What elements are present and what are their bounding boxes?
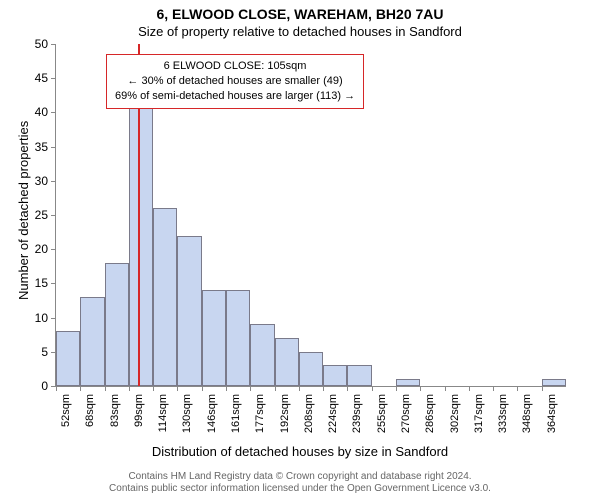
histogram-bar: [177, 236, 201, 386]
y-tick-label: 30: [35, 174, 48, 188]
x-tick-label: 177sqm: [254, 394, 266, 433]
y-tick-label: 25: [35, 208, 48, 222]
x-tick-label: 224sqm: [327, 394, 339, 433]
histogram-bar: [347, 365, 371, 386]
histogram-bar: [396, 379, 420, 386]
x-tick: [347, 386, 348, 391]
x-tick-label: 146sqm: [206, 394, 218, 433]
footer-attribution: Contains HM Land Registry data © Crown c…: [0, 471, 600, 495]
x-tick: [250, 386, 251, 391]
y-axis-label: Number of detached properties: [16, 121, 31, 300]
chart-title-sub: Size of property relative to detached ho…: [0, 24, 600, 39]
histogram-bar: [323, 365, 347, 386]
x-tick: [299, 386, 300, 391]
x-tick-label: 83sqm: [109, 394, 121, 427]
histogram-bar: [105, 263, 129, 386]
x-tick: [323, 386, 324, 391]
histogram-bar: [202, 290, 226, 386]
x-tick: [226, 386, 227, 391]
x-tick: [493, 386, 494, 391]
histogram-bar: [56, 331, 80, 386]
x-tick-label: 333sqm: [497, 394, 509, 433]
x-tick-label: 286sqm: [424, 394, 436, 433]
histogram-bar: [153, 208, 177, 386]
y-tick-label: 50: [35, 37, 48, 51]
histogram-bar: [275, 338, 299, 386]
x-tick-label: 161sqm: [230, 394, 242, 433]
y-tick: [51, 44, 56, 45]
chart-plot-area: 0510152025303540455052sqm68sqm83sqm99sqm…: [55, 44, 566, 387]
x-tick: [372, 386, 373, 391]
annotation-line-2: ← 30% of detached houses are smaller (49…: [115, 74, 355, 89]
y-tick: [51, 78, 56, 79]
histogram-bar: [80, 297, 104, 386]
x-tick-label: 302sqm: [449, 394, 461, 433]
x-tick: [153, 386, 154, 391]
histogram-bar: [129, 106, 153, 386]
x-tick: [129, 386, 130, 391]
x-tick: [177, 386, 178, 391]
x-tick: [445, 386, 446, 391]
x-tick-label: 52sqm: [60, 394, 72, 427]
x-tick: [469, 386, 470, 391]
x-tick: [420, 386, 421, 391]
y-tick: [51, 318, 56, 319]
histogram-bar: [250, 324, 274, 386]
x-tick: [542, 386, 543, 391]
y-tick-label: 5: [41, 345, 48, 359]
y-tick-label: 35: [35, 140, 48, 154]
x-tick-label: 317sqm: [473, 394, 485, 433]
y-tick: [51, 249, 56, 250]
x-axis-label: Distribution of detached houses by size …: [0, 444, 600, 459]
x-tick: [396, 386, 397, 391]
y-tick: [51, 352, 56, 353]
histogram-bar: [542, 379, 566, 386]
y-tick-label: 10: [35, 311, 48, 325]
x-tick: [105, 386, 106, 391]
y-tick: [51, 147, 56, 148]
x-tick-label: 364sqm: [546, 394, 558, 433]
chart-title-main: 6, ELWOOD CLOSE, WAREHAM, BH20 7AU: [0, 6, 600, 22]
x-tick-label: 270sqm: [400, 394, 412, 433]
y-tick-label: 20: [35, 242, 48, 256]
x-tick-label: 68sqm: [84, 394, 96, 427]
x-tick-label: 192sqm: [279, 394, 291, 433]
annotation-box: 6 ELWOOD CLOSE: 105sqm← 30% of detached …: [106, 54, 364, 109]
x-tick-label: 114sqm: [157, 394, 169, 432]
x-tick: [275, 386, 276, 391]
x-tick-label: 255sqm: [376, 394, 388, 433]
y-tick-label: 40: [35, 105, 48, 119]
footer-line-2: Contains public sector information licen…: [0, 483, 600, 495]
annotation-line-3: 69% of semi-detached houses are larger (…: [115, 89, 355, 104]
y-tick-label: 45: [35, 71, 48, 85]
y-tick-label: 0: [41, 379, 48, 393]
x-tick: [56, 386, 57, 391]
footer-line-1: Contains HM Land Registry data © Crown c…: [0, 471, 600, 483]
y-tick: [51, 283, 56, 284]
x-tick-label: 239sqm: [351, 394, 363, 433]
x-tick-label: 99sqm: [133, 394, 145, 427]
x-tick-label: 348sqm: [521, 394, 533, 433]
x-tick: [517, 386, 518, 391]
x-tick: [202, 386, 203, 391]
x-tick-label: 208sqm: [303, 394, 315, 433]
x-tick-label: 130sqm: [181, 394, 193, 433]
y-tick: [51, 112, 56, 113]
histogram-bar: [226, 290, 250, 386]
x-tick: [80, 386, 81, 391]
y-tick: [51, 215, 56, 216]
annotation-line-1: 6 ELWOOD CLOSE: 105sqm: [115, 59, 355, 74]
y-tick: [51, 181, 56, 182]
histogram-bar: [299, 352, 323, 386]
y-tick-label: 15: [35, 276, 48, 290]
